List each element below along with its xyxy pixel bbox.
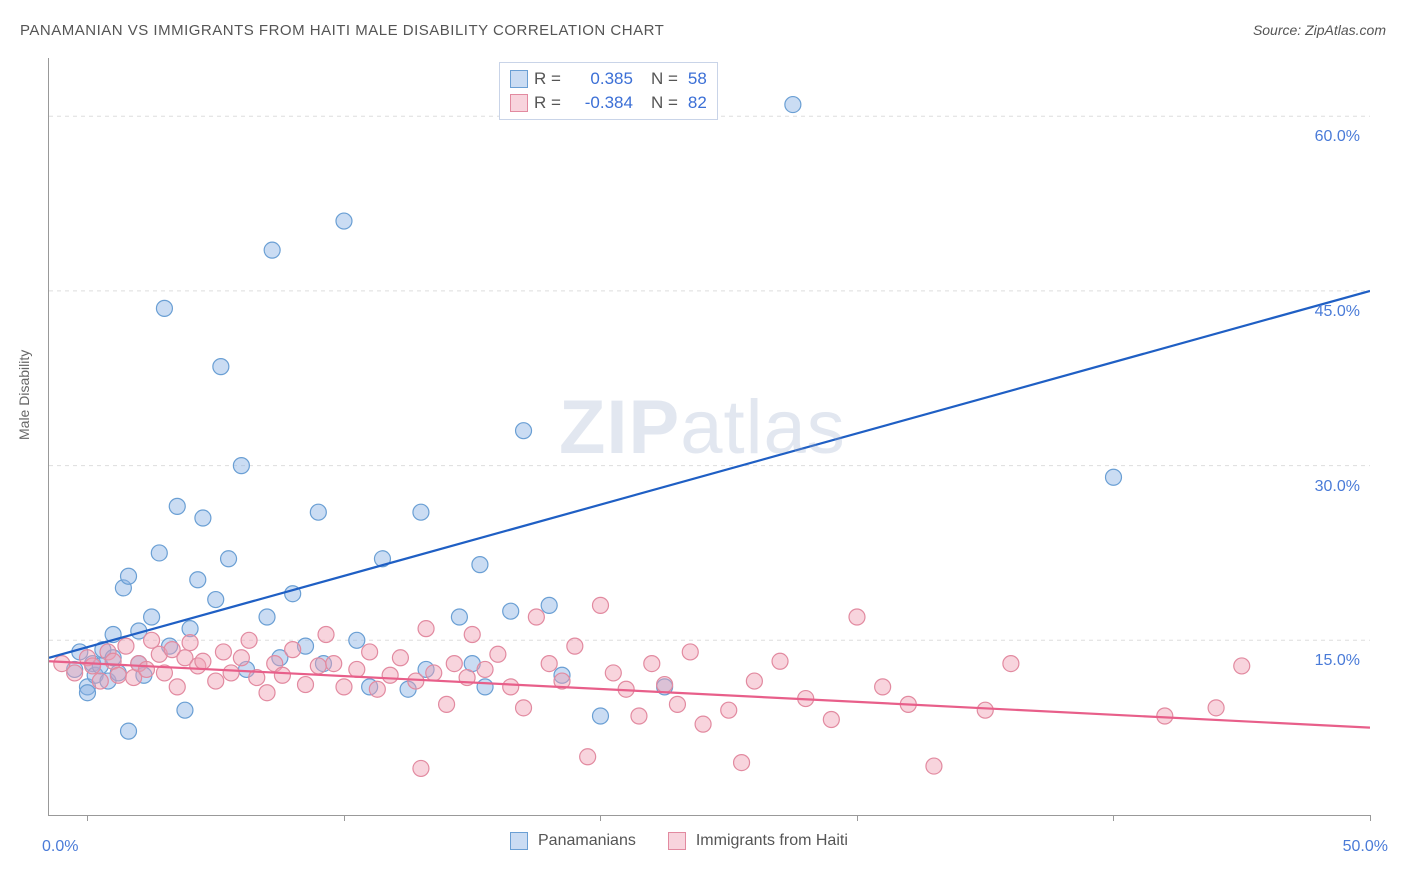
legend-n-value-2: 82 xyxy=(688,91,707,115)
legend-n-value-1: 58 xyxy=(688,67,707,91)
y-tick-label: 60.0% xyxy=(1315,128,1360,146)
legend-n-label: N = xyxy=(651,67,678,91)
x-tick-label-50: 50.0% xyxy=(1343,838,1388,856)
scatter-plot-svg xyxy=(49,58,1370,815)
x-tick xyxy=(1113,815,1114,821)
legend-n-label-2: N = xyxy=(651,91,678,115)
y-tick-label: 45.0% xyxy=(1315,303,1360,321)
legend-stats-row-1: R = 0.385 N = 58 xyxy=(510,67,707,91)
swatch-panamanians-icon xyxy=(510,70,528,88)
swatch-haiti-bottom-icon xyxy=(668,832,686,850)
x-tick xyxy=(600,815,601,821)
legend-r-label-2: R = xyxy=(534,91,561,115)
legend-series-1-label: Panamanians xyxy=(538,832,636,850)
x-tick xyxy=(87,815,88,821)
legend-r-value-2: -0.384 xyxy=(571,91,633,115)
legend-r-value-1: 0.385 xyxy=(571,67,633,91)
swatch-panamanians-bottom-icon xyxy=(510,832,528,850)
x-tick xyxy=(344,815,345,821)
legend-stats: R = 0.385 N = 58 R = -0.384 N = 82 xyxy=(499,62,718,120)
swatch-haiti-icon xyxy=(510,94,528,112)
legend-series: Panamanians Immigrants from Haiti xyxy=(510,832,848,850)
legend-stats-row-2: R = -0.384 N = 82 xyxy=(510,91,707,115)
x-tick-label-0: 0.0% xyxy=(42,838,78,856)
x-tick xyxy=(857,815,858,821)
y-tick-label: 15.0% xyxy=(1315,652,1360,670)
legend-r-label: R = xyxy=(534,67,561,91)
source-attribution: Source: ZipAtlas.com xyxy=(1253,22,1386,38)
y-axis-label: Male Disability xyxy=(16,350,32,440)
plot-area: ZIPatlas R = 0.385 N = 58 R = -0.384 N =… xyxy=(48,58,1370,816)
y-tick-label: 30.0% xyxy=(1315,478,1360,496)
legend-series-2-label: Immigrants from Haiti xyxy=(696,832,848,850)
chart-title: PANAMANIAN VS IMMIGRANTS FROM HAITI MALE… xyxy=(20,22,664,39)
x-tick xyxy=(1370,815,1371,821)
